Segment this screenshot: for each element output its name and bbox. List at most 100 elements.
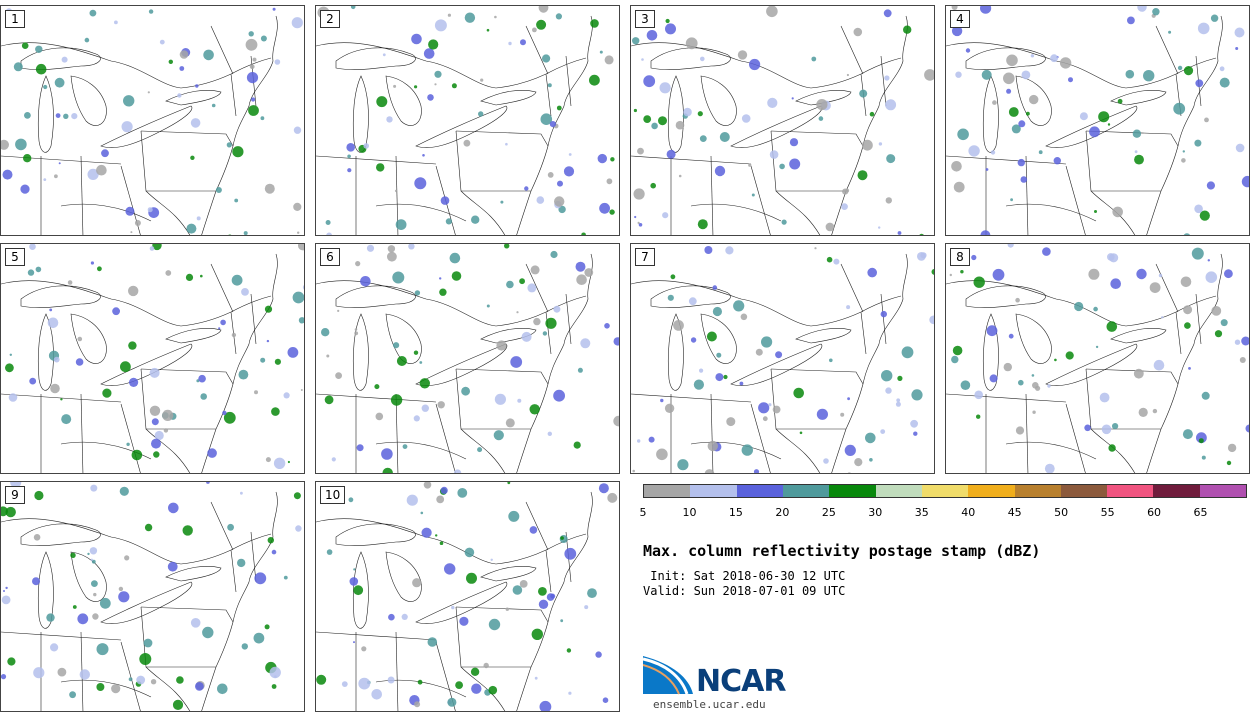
reflectivity-cell xyxy=(2,169,13,180)
reflectivity-cell xyxy=(478,111,484,117)
reflectivity-cell xyxy=(264,305,273,313)
map-boundary xyxy=(145,428,191,473)
reflectivity-cell xyxy=(102,388,112,398)
map-boundary xyxy=(770,130,864,147)
reflectivity-cell xyxy=(1234,27,1245,38)
reflectivity-cell xyxy=(195,682,204,691)
map-boundary xyxy=(1146,15,1223,235)
map-boundary xyxy=(1005,441,1097,460)
reflectivity-cell xyxy=(91,580,98,587)
reflectivity-cell xyxy=(232,146,244,158)
reflectivity-cell xyxy=(1015,297,1020,303)
map-boundary xyxy=(700,75,737,126)
reflectivity-cell xyxy=(254,390,258,395)
reflectivity-cell xyxy=(678,174,682,178)
map-boundary xyxy=(480,328,537,344)
colorbar-tick-label: 55 xyxy=(1100,506,1115,519)
map-boundary xyxy=(650,47,731,70)
reflectivity-cell xyxy=(128,341,137,350)
map-panel-8: 8 xyxy=(945,243,1250,474)
reflectivity-cell xyxy=(421,404,429,412)
reflectivity-cell xyxy=(949,273,952,277)
reflectivity-cell xyxy=(5,586,8,590)
reflectivity-cell xyxy=(510,356,523,368)
reflectivity-cell xyxy=(126,442,130,446)
map-boundary xyxy=(335,523,416,546)
reflectivity-cell xyxy=(215,187,222,193)
reflectivity-cell xyxy=(719,132,730,142)
reflectivity-cell xyxy=(519,580,528,588)
map-boundary xyxy=(1065,165,1086,235)
map-4 xyxy=(946,6,1249,235)
reflectivity-cell xyxy=(1029,94,1039,105)
reflectivity-cell xyxy=(200,393,207,400)
reflectivity-cell xyxy=(520,39,526,46)
reflectivity-cell xyxy=(87,168,99,180)
map-boundary xyxy=(395,393,399,473)
map-boundary xyxy=(1005,203,1097,222)
reflectivity-cell xyxy=(411,33,422,45)
reflectivity-cell xyxy=(659,82,671,94)
reflectivity-cell xyxy=(245,38,258,51)
reflectivity-cell xyxy=(264,624,270,630)
reflectivity-cell xyxy=(859,89,868,98)
reflectivity-cell xyxy=(89,547,98,555)
map-boundary xyxy=(316,518,587,565)
reflectivity-cell xyxy=(1241,336,1249,346)
reflectivity-cell xyxy=(159,39,165,45)
colorbar-tick-label: 60 xyxy=(1147,506,1162,519)
reflectivity-cell xyxy=(1047,384,1051,388)
reflectivity-cell xyxy=(1191,247,1204,260)
reflectivity-cell xyxy=(248,105,259,116)
colorbar-tick-label: 10 xyxy=(682,506,697,519)
reflectivity-cell xyxy=(118,591,130,603)
reflectivity-cell xyxy=(302,285,304,290)
reflectivity-cell xyxy=(466,572,477,584)
reflectivity-cell xyxy=(538,599,549,609)
reflectivity-cell xyxy=(519,278,525,285)
map-boundary xyxy=(1,280,272,327)
reflectivity-cell xyxy=(54,77,65,88)
reflectivity-cell xyxy=(662,212,669,219)
reflectivity-cell xyxy=(648,436,655,443)
reflectivity-cell xyxy=(128,285,139,297)
map-boundary xyxy=(770,368,864,385)
reflectivity-cell xyxy=(1110,278,1121,289)
map-boundary xyxy=(710,155,714,235)
map-boundary xyxy=(70,75,107,126)
reflectivity-cell xyxy=(143,638,153,648)
reflectivity-cell xyxy=(297,231,300,234)
colorbar-tick-label: 65 xyxy=(1193,506,1208,519)
reflectivity-cell xyxy=(683,107,692,117)
reflectivity-cell xyxy=(13,62,23,72)
reflectivity-cell xyxy=(564,547,577,560)
reflectivity-cell xyxy=(298,244,304,251)
reflectivity-cell xyxy=(505,607,509,611)
figure-title: Max. column reflectivity postage stamp (… xyxy=(643,542,1041,560)
reflectivity-cell xyxy=(953,181,965,193)
reflectivity-cell xyxy=(741,114,751,123)
map-boundary xyxy=(80,155,84,235)
reflectivity-cell xyxy=(584,268,594,277)
reflectivity-cell xyxy=(1089,126,1100,138)
map-boundary xyxy=(700,313,737,364)
reflectivity-cell xyxy=(293,202,302,211)
reflectivity-cell xyxy=(1054,358,1057,362)
reflectivity-cell xyxy=(536,19,547,30)
reflectivity-cell xyxy=(650,182,656,189)
reflectivity-cell xyxy=(1084,424,1091,432)
map-boundary xyxy=(460,428,506,473)
reflectivity-cell xyxy=(20,184,30,194)
map-boundary xyxy=(1155,263,1179,313)
reflectivity-cell xyxy=(716,352,722,358)
reflectivity-cell xyxy=(895,401,901,407)
reflectivity-cell xyxy=(439,541,444,545)
reflectivity-cell xyxy=(660,398,664,403)
reflectivity-cell xyxy=(240,491,243,495)
map-boundary xyxy=(1146,253,1223,473)
reflectivity-cell xyxy=(506,280,514,289)
reflectivity-cell xyxy=(77,336,83,342)
reflectivity-cell xyxy=(699,368,704,373)
reflectivity-cell xyxy=(781,219,787,225)
reflectivity-cell xyxy=(1093,306,1098,312)
